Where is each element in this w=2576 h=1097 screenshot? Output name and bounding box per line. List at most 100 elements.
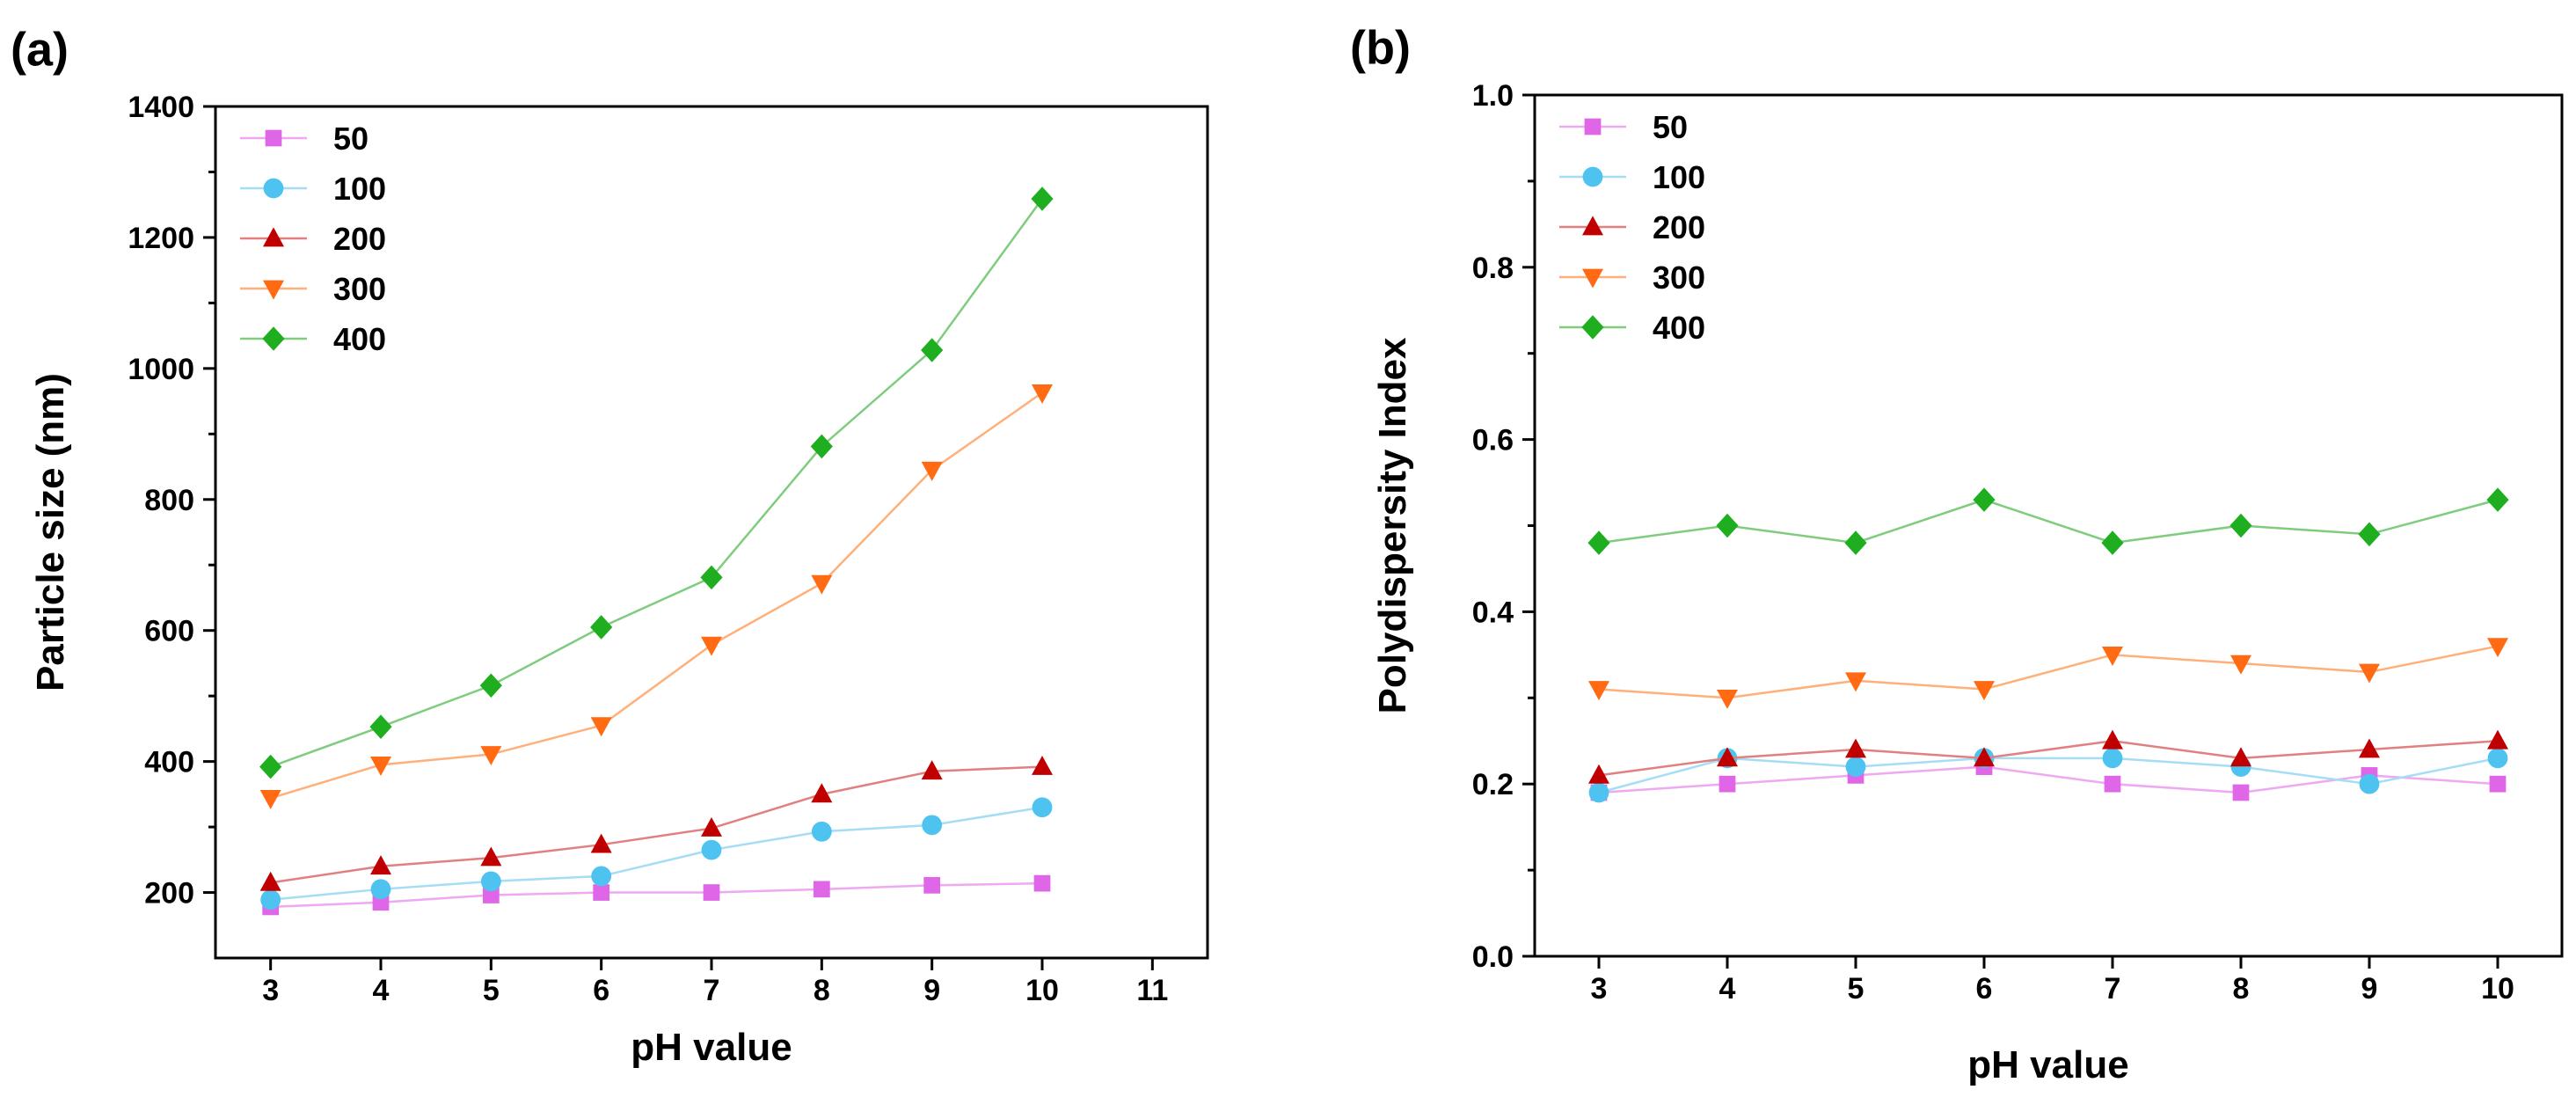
data-point [370,756,391,776]
y-tick-label: 600 [144,615,194,648]
y-tick-label: 400 [144,746,194,779]
data-point [1845,672,1866,692]
x-axis-title: pH value [1967,1043,2128,1086]
data-point [922,815,943,836]
data-point [2486,487,2509,512]
series-line [270,391,1043,800]
data-point [2359,738,2380,758]
data-point [2232,784,2250,801]
x-tick-label: 9 [2361,972,2378,1006]
data-point [1032,755,1053,775]
y-tick-label: 800 [144,484,194,517]
data-point [1032,384,1053,404]
data-point [1973,487,1996,512]
series-300 [259,384,1053,809]
data-point [811,821,832,842]
x-tick-label: 8 [814,974,830,1007]
data-point [923,876,941,894]
data-point [369,714,392,739]
data-point [813,881,830,898]
data-point [1588,681,1609,701]
x-tick-label: 7 [704,974,720,1007]
data-point [2487,748,2508,769]
series-line [1598,739,2499,777]
series-line [270,881,1043,909]
legend-item-300: 300 [240,271,386,307]
panel-a: (a) 3 4 5 6 7 8 9 10 11 200 400 600 800 1000 1200 1400 pH… [11,23,1209,1069]
legend-label: 100 [1653,159,1705,195]
data-point [2359,663,2380,684]
data-point [811,574,833,595]
data-point [921,461,943,481]
data-point [1845,738,1866,758]
y-tick-label: 0.2 [1472,768,1514,801]
x-tick-label: 9 [923,974,940,1007]
x-tick-label: 11 [1136,974,1168,1007]
legend-marker [1584,118,1602,135]
series-400 [259,186,1054,779]
data-point [370,879,391,900]
data-point [479,673,502,698]
series-300 [1588,638,2508,709]
y-tick-label: 0.8 [1472,252,1514,285]
data-point [701,839,722,860]
panel-label: (a) [11,23,69,76]
data-point [811,783,833,803]
y-tick-label: 1400 [128,91,194,124]
data-point [1716,513,1739,538]
series-line [270,765,1043,884]
data-point [590,833,612,853]
panel-b: (b) 3 4 5 6 7 8 9 10 0.0 0.2 0.4 0.6 0.8 1.0 pH value Po… [1350,21,2564,1086]
data-point [1588,764,1609,784]
legend-label: 100 [333,171,386,207]
y-tick-label: 1.0 [1472,79,1514,113]
legend-item-200: 200 [1559,209,1705,245]
data-point [590,615,613,640]
legend-marker [1582,166,1603,187]
x-tick-label: 10 [1025,974,1059,1007]
data-point [259,789,281,809]
legend-label: 300 [1653,260,1705,296]
x-tick-label: 3 [262,974,279,1007]
data-point [2102,646,2123,666]
legend-label: 300 [333,271,386,307]
data-point [370,855,391,875]
x-tick-label: 6 [1976,972,1993,1006]
legend-marker [263,227,284,247]
legend-item-300: 300 [1559,260,1705,296]
data-point [810,434,833,459]
series-200 [1588,729,2508,784]
data-point [2230,655,2251,675]
y-tick-label: 0.0 [1472,940,1514,974]
y-tick-label: 200 [144,877,194,911]
legend-label: 200 [1653,209,1705,245]
series-line [1598,765,2499,794]
data-point [480,846,502,867]
legend-marker [1582,216,1603,236]
series-line [1598,757,2499,794]
data-point [1033,874,1051,892]
data-point [593,884,610,901]
data-point [482,887,500,903]
data-point [1974,747,1995,767]
data-point [1974,681,1995,701]
legend-item-400: 400 [240,321,386,357]
data-point [1844,530,1867,555]
data-point [260,889,281,911]
x-tick-label: 10 [2481,972,2514,1006]
legend-label: 50 [1653,109,1688,145]
series-200 [259,755,1053,891]
y-tick-label: 1200 [128,222,194,255]
x-tick-label: 3 [1591,972,1608,1006]
data-point [2230,747,2251,767]
x-tick-label: 5 [483,974,500,1007]
legend-item-200: 200 [240,221,386,257]
data-point [921,338,944,362]
y-axis-title: Polydispersity Index [1371,337,1414,713]
data-point [259,754,282,779]
data-point [703,884,720,901]
data-point [2489,775,2507,793]
legend-item-50: 50 [240,121,369,157]
data-point [1717,689,1738,709]
